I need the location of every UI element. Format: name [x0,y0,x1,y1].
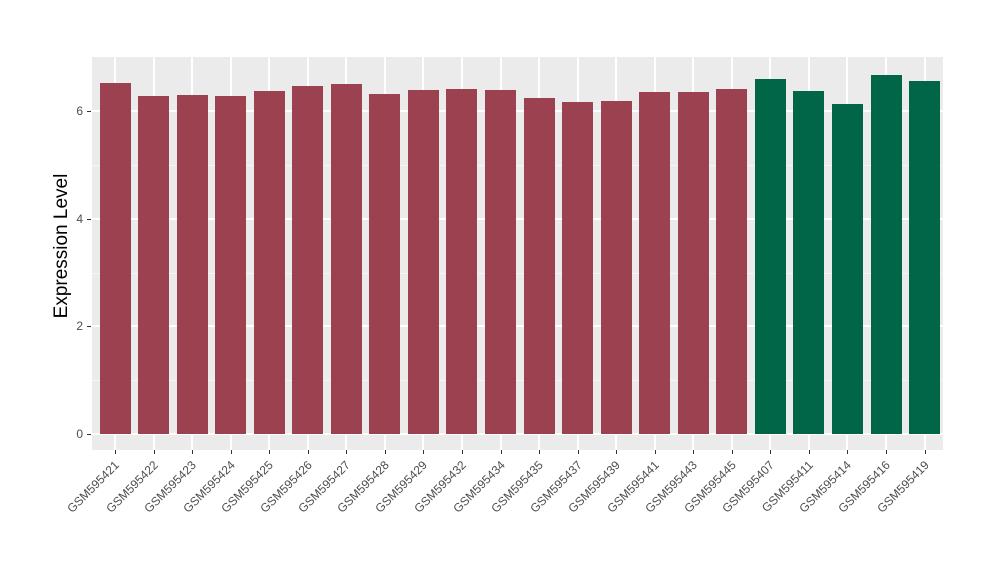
gridline-minor-y [92,272,943,274]
plot-panel [92,57,943,450]
x-tick-mark [616,450,618,454]
bar-GSM595445 [716,88,748,434]
bar-GSM595414 [831,103,863,434]
bar-GSM595419 [909,81,941,434]
gridline-minor-y [92,165,943,166]
x-tick-mark [153,450,155,454]
y-tick-label: 2 [76,319,83,334]
x-tick-mark [770,450,772,454]
x-tick-mark [269,450,271,454]
x-tick-mark [654,450,656,454]
x-tick-mark [693,450,695,454]
y-axis-title: Expression Level [51,173,72,318]
x-tick-mark [346,450,348,454]
x-tick-mark [423,450,425,454]
x-tick-mark [847,450,849,454]
y-tick-mark [87,434,91,435]
x-tick-mark [115,450,116,454]
x-tick-mark [539,450,541,454]
bar-GSM595427 [330,83,362,434]
bar-GSM595407 [754,78,786,434]
x-tick-mark [808,450,810,454]
x-tick-mark [192,450,194,454]
y-tick-label: 6 [76,104,83,119]
gridline-major-y [92,110,943,113]
x-tick-mark [924,450,926,454]
bar-GSM595422 [138,96,170,434]
bar-GSM595439 [600,100,632,434]
gridline-major-y [92,217,943,220]
x-tick-mark [384,450,386,454]
y-tick-label: 4 [76,211,83,226]
bar-GSM595441 [639,92,671,434]
x-tick-mark [307,450,309,454]
bar-GSM595432 [446,89,478,434]
x-tick-mark [230,450,232,454]
bar-GSM595425 [253,91,285,434]
bar-GSM595411 [793,90,825,434]
bar-GSM595424 [215,96,247,434]
bar-GSM595426 [292,86,324,434]
bar-GSM595421 [99,83,131,434]
bar-GSM595428 [369,93,401,434]
x-tick-mark [461,450,463,454]
bar-GSM595416 [870,75,902,434]
gridline-minor-y [92,380,943,382]
bar-GSM595434 [485,90,516,434]
y-tick-mark [87,111,91,113]
bar-GSM595443 [677,92,709,434]
x-tick-mark [731,450,733,454]
y-tick-label: 0 [76,427,83,441]
bar-GSM595437 [562,102,594,434]
x-tick-mark [500,450,502,454]
gridline-major-y [92,433,943,435]
bar-GSM595429 [407,90,439,434]
bar-GSM595435 [523,97,555,434]
y-tick-mark [87,218,91,220]
x-tick-mark [886,450,887,454]
bar-GSM595423 [176,94,208,434]
gridline-major-y [92,325,943,328]
y-tick-mark [87,326,91,328]
x-tick-mark [577,450,579,454]
